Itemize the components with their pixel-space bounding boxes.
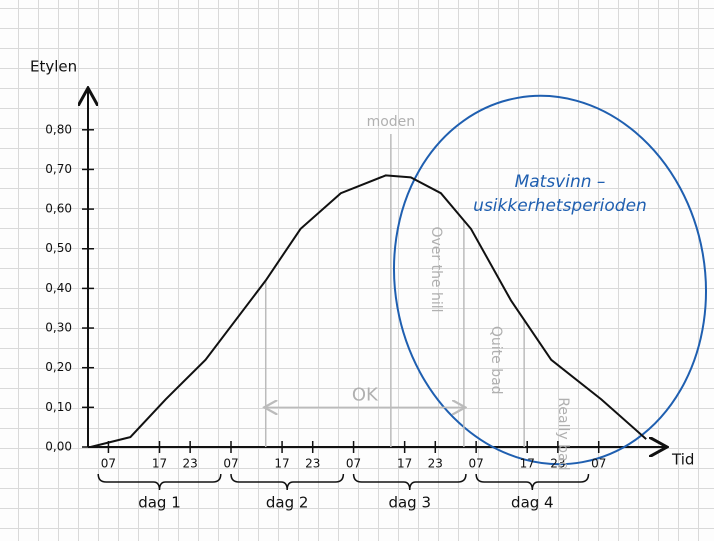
highlight-text: usikkerhetsperioden	[473, 196, 647, 216]
day-brace	[354, 474, 466, 490]
x-tick-label: 23	[183, 457, 198, 471]
marker-label: Really bad	[555, 397, 571, 470]
x-tick-label: 17	[274, 457, 289, 471]
y-tick-label: 0,40	[45, 281, 72, 295]
marker-label: moden	[367, 114, 416, 130]
y-tick-label: 0,80	[45, 122, 72, 136]
y-tick-label: 0,10	[45, 400, 72, 414]
x-tick-label: 07	[346, 457, 361, 471]
x-tick-label: 17	[152, 457, 167, 471]
day-label: dag 3	[388, 494, 431, 512]
x-axis-label: Tid	[671, 451, 694, 469]
x-tick-label: 07	[591, 457, 606, 471]
highlight-ellipse	[365, 71, 714, 489]
x-tick-label: 23	[305, 457, 320, 471]
x-tick-label: 07	[101, 457, 116, 471]
x-tick-label: 23	[428, 457, 443, 471]
chart: Etylen Tid 0,00 0,10 0,20 0,30 0,40 0,50 0,60 0…	[0, 0, 714, 541]
day-brace	[476, 474, 588, 490]
y-tick-label: 0,30	[45, 321, 72, 335]
x-tick-label: 17	[397, 457, 412, 471]
day-label: dag 1	[138, 494, 181, 512]
day-label: dag 2	[266, 494, 309, 512]
marker-label: Quite bad	[488, 326, 504, 395]
x-tick-label: 07	[469, 457, 484, 471]
x-tick-label: 17	[520, 457, 535, 471]
day-brace	[231, 474, 343, 490]
day-label: dag 4	[511, 494, 554, 512]
y-axis-label: Etylen	[30, 58, 77, 76]
y-tick-label: 0,70	[45, 162, 72, 176]
day-brace	[98, 474, 221, 490]
highlight-text: Matsvinn –	[515, 172, 606, 192]
y-tick-label: 0,20	[45, 360, 72, 374]
y-tick-label: 0,50	[45, 241, 72, 255]
y-tick-label: 0,60	[45, 202, 72, 216]
marker-label: Over the hill	[428, 226, 444, 312]
x-tick-label: 07	[223, 457, 238, 471]
y-tick-label: 0,00	[45, 440, 72, 454]
range-label: OK	[352, 384, 379, 405]
